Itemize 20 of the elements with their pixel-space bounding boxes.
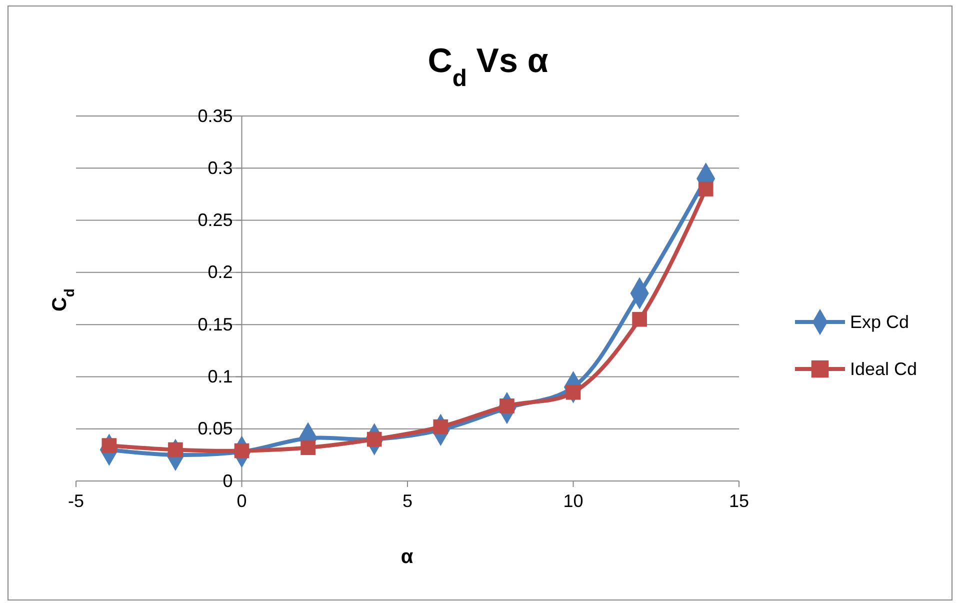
x-tick-label: 10 [563,490,584,511]
y-tick-label: 0.35 [198,106,233,126]
y-tick-label: 0.3 [208,158,233,178]
y-tick-label: 0.1 [208,366,233,386]
point [300,440,316,456]
point [698,182,714,196]
x-tick-label: 5 [402,490,413,511]
y-tick-label: 0.2 [208,262,233,282]
y-tick-label: 0.15 [198,314,233,334]
x-tick-label: -5 [68,490,84,511]
x-tick-label: 15 [728,490,750,511]
y-tick-label: 0.25 [198,210,233,230]
y-tick-label: 0 [222,470,233,491]
x-tick-label: 0 [236,490,247,511]
legend-label: Exp Cd [850,312,910,332]
point [632,312,647,327]
legend-label: Ideal Cd [850,359,918,379]
y-tick-label: 0.05 [198,418,233,439]
chart-title: C$_{d}$ Vs α [428,42,548,92]
x-axis-title: α [400,546,414,568]
